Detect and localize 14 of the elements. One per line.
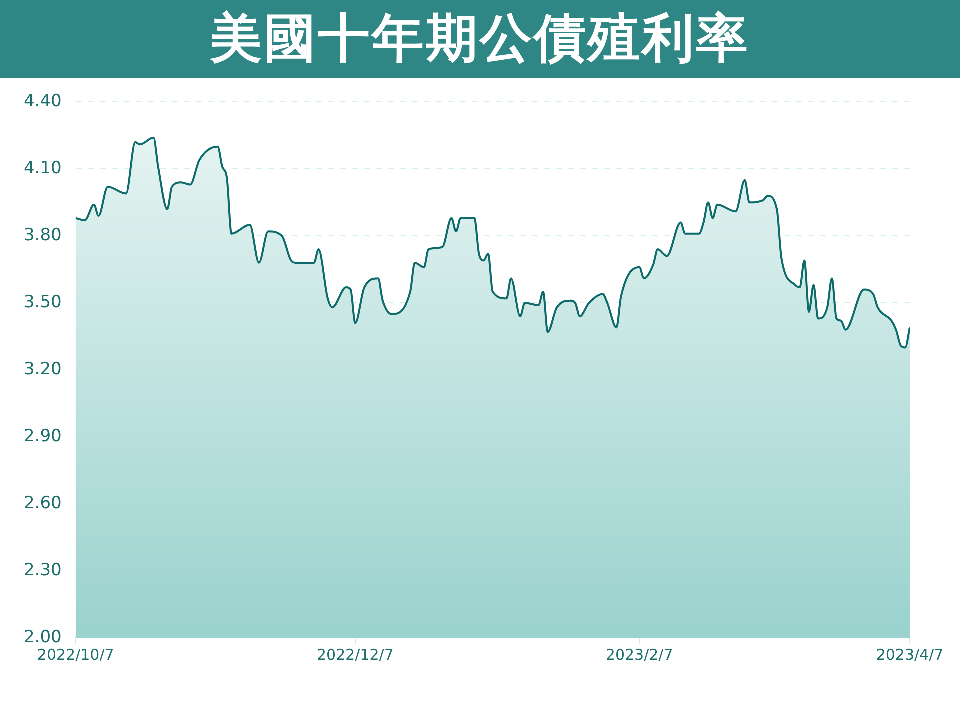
x-tick-label: 2022/12/7 [316, 646, 394, 664]
y-tick-label: 2.00 [24, 627, 62, 648]
y-tick-label: 2.90 [24, 426, 62, 446]
y-tick-label: 2.30 [24, 560, 62, 580]
y-tick-label: 4.40 [24, 92, 62, 112]
x-tick-label: 2023/4/7 [876, 646, 944, 664]
x-tick-label: 2023/2/7 [606, 646, 674, 664]
chart-title: 美國十年期公債殖利率 [210, 8, 750, 71]
y-tick-label: 2.60 [24, 493, 62, 514]
x-tick-label: 2022/10/7 [37, 646, 114, 664]
y-tick-label: 3.50 [24, 292, 62, 313]
y-tick-label: 3.80 [24, 226, 62, 246]
y-tick-label: 3.20 [24, 360, 62, 380]
y-tick-label: 4.10 [24, 158, 62, 179]
